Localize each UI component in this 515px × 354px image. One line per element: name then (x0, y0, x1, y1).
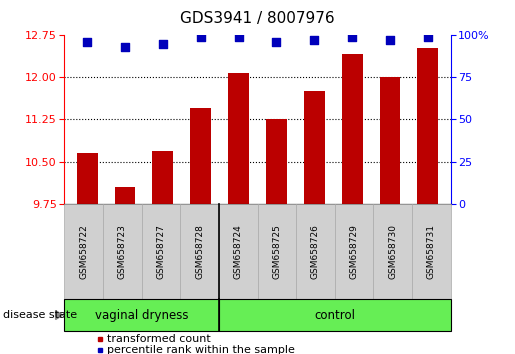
Text: GSM658729: GSM658729 (350, 224, 358, 279)
Point (197, 34, 205, 40)
Text: GSM658726: GSM658726 (311, 224, 320, 279)
Text: GSM658727: GSM658727 (157, 224, 165, 279)
Text: GSM658724: GSM658724 (234, 224, 243, 279)
Point (159, 41, 167, 47)
Point (234, 34, 243, 40)
Text: GSM658728: GSM658728 (195, 224, 204, 279)
Point (386, 38, 394, 43)
Point (424, 34, 432, 40)
Text: vaginal dryness: vaginal dryness (95, 309, 188, 321)
Text: GSM658723: GSM658723 (118, 224, 127, 279)
Bar (304, 91, 325, 354)
Point (83, 39, 91, 45)
Point (272, 39, 281, 45)
Text: GDS3941 / 8007976: GDS3941 / 8007976 (180, 11, 335, 25)
Text: percentile rank within the sample: percentile rank within the sample (107, 345, 295, 354)
Text: GSM658730: GSM658730 (388, 224, 397, 279)
Text: disease state: disease state (3, 310, 77, 320)
Bar (342, 54, 363, 354)
Bar (152, 152, 173, 354)
Bar (380, 78, 401, 354)
Bar (77, 153, 97, 354)
Bar (114, 187, 135, 354)
Bar (266, 119, 287, 354)
Point (121, 44, 129, 50)
Point (310, 38, 318, 43)
Text: control: control (314, 309, 355, 321)
Text: GSM658731: GSM658731 (427, 224, 436, 279)
Text: GSM658725: GSM658725 (272, 224, 281, 279)
Text: transformed count: transformed count (107, 334, 211, 344)
Bar (418, 48, 438, 354)
Text: GSM658722: GSM658722 (79, 224, 88, 279)
Bar (190, 108, 211, 354)
Bar (228, 73, 249, 354)
Point (348, 34, 356, 40)
